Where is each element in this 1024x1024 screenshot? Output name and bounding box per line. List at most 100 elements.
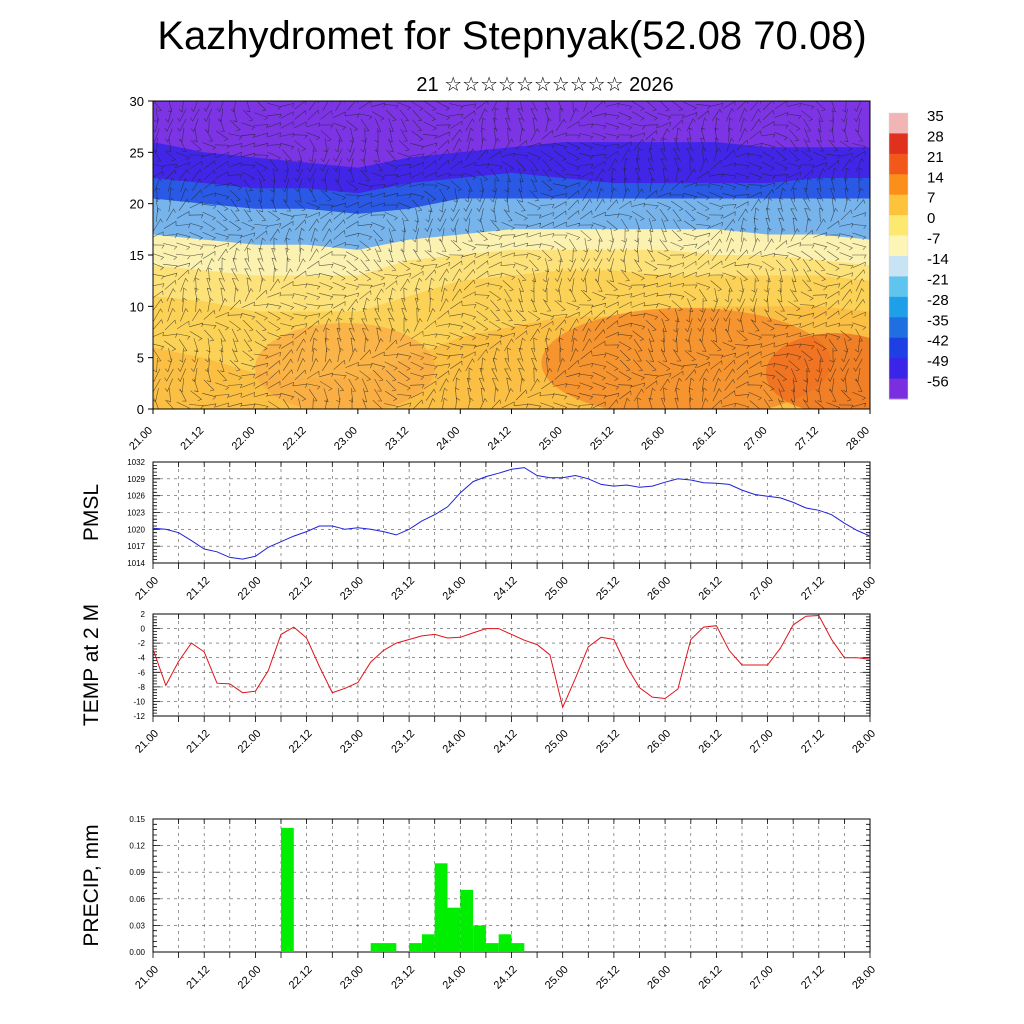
precip-xtick-label: 24.00 [440, 964, 468, 992]
pmsl-xtick-label: 26.00 [645, 575, 673, 603]
colorbar-swatch [889, 317, 908, 339]
precip-bar [383, 943, 397, 952]
colorbar-label: -7 [927, 231, 940, 248]
cs-ytick-label: 25 [130, 145, 144, 160]
cs-ytick-label: 30 [130, 94, 144, 109]
pmsl-xtick-label: 27.12 [799, 575, 827, 603]
pmsl-xtick-label: 21.12 [184, 575, 212, 603]
pmsl-ytick-label: 1029 [127, 475, 145, 484]
pmsl-xtick-label: 26.12 [697, 575, 725, 603]
precip-xtick-label: 26.00 [645, 964, 673, 992]
pmsl-chart: 1032 1029 1026 1023 1020 1017 1014 21.00 21.12 22… [80, 458, 878, 603]
precip-xtick-label: 27.12 [799, 964, 827, 992]
precip-xtick-label: 25.00 [543, 964, 571, 992]
cs-xtick-label: 21.12 [178, 425, 206, 453]
colorbar-swatch [889, 153, 908, 175]
temp-series-line [152, 614, 871, 709]
cs-xtick-label: 28.00 [844, 425, 872, 453]
pmsl-xtick-label: 28.00 [850, 575, 878, 603]
cs-xtick-label: 26.12 [691, 425, 719, 453]
temp-xtick-label: 27.00 [748, 728, 776, 756]
temp-xtick-label: 24.00 [440, 728, 468, 756]
colorbar-swatch [889, 133, 908, 155]
colorbar-label: -56 [927, 374, 949, 391]
pmsl-ylabel: PMSL [80, 484, 103, 541]
colorbar-label: -14 [927, 251, 949, 268]
precip-chart: 0.15 0.12 0.09 0.06 0.03 0.00 21.00 21.12 22.00 2… [80, 815, 878, 992]
temp-ytick-label: -8 [138, 683, 146, 692]
precip-bar [498, 934, 512, 952]
temp-xtick-label: 26.00 [645, 728, 673, 756]
temp-xtick-label: 25.00 [543, 728, 571, 756]
colorbar-label: -28 [927, 292, 949, 309]
colorbar-label: -42 [927, 333, 949, 350]
pmsl-xtick-label: 25.12 [594, 575, 622, 603]
precip-xtick-label: 24.12 [492, 964, 520, 992]
pmsl-frame [152, 461, 871, 564]
colorbar-label: -35 [927, 312, 949, 329]
precip-bar [447, 907, 461, 952]
temp-xtick-label: 23.00 [338, 728, 366, 756]
temp-ytick-label: 2 [141, 610, 146, 619]
temp-ytick-label: 0 [141, 625, 146, 634]
precip-ytick-label: 0.15 [129, 815, 145, 824]
pmsl-ytick-label: 1017 [127, 542, 145, 551]
precip-ytick-label: 0.00 [129, 948, 145, 957]
cs-xtick-label: 27.12 [793, 425, 821, 453]
precip-ylabel: PRECIP, mm [80, 824, 103, 946]
colorbar-label: 7 [927, 190, 935, 207]
precip-ytick-label: 0.12 [129, 842, 145, 851]
cs-xtick-label: 24.00 [434, 425, 462, 453]
precip-xtick-label: 21.00 [133, 964, 161, 992]
precip-ytick-label: 0.09 [129, 868, 145, 877]
colorbar-swatch [889, 276, 908, 298]
pmsl-xtick-label: 22.00 [236, 575, 264, 603]
wind-barbs [153, 101, 867, 409]
temp-xtick-label: 21.12 [184, 728, 212, 756]
temp-xtick-label: 26.12 [697, 728, 725, 756]
pmsl-xtick-label: 23.00 [338, 575, 366, 603]
colorbar-frame [888, 112, 909, 400]
pmsl-xtick-label: 25.00 [543, 575, 571, 603]
temp-xtick-label: 25.12 [594, 728, 622, 756]
precip-bar [460, 889, 474, 952]
precip-xtick-label: 27.00 [748, 964, 776, 992]
colorbar-label: 14 [927, 169, 944, 186]
pmsl-ytick-label: 1014 [127, 559, 145, 568]
pmsl-ytick-label: 1026 [127, 492, 145, 501]
precip-bar [370, 943, 384, 952]
precip-bar [511, 943, 525, 952]
colorbar-label: -49 [927, 353, 949, 370]
temp-xtick-label: 21.00 [133, 728, 161, 756]
temp-xtick-label: 24.12 [492, 728, 520, 756]
colorbar-label: -21 [927, 271, 949, 288]
colorbar-swatch [889, 358, 908, 380]
precip-xtick-label: 23.12 [389, 964, 417, 992]
precip-bar [485, 943, 499, 952]
cs-xtick-label: 21.00 [127, 425, 155, 453]
temp-chart: 2 0 -2 -4 -6 -8 -10 -12 21.00 21.12 22.00 22.12 23.0… [80, 604, 878, 756]
cs-xtick-label: 24.12 [486, 425, 514, 453]
temp-ytick-label: -6 [138, 668, 146, 677]
pmsl-xtick-label: 21.00 [133, 575, 161, 603]
precip-bar [281, 827, 294, 952]
colorbar-swatch [889, 113, 908, 134]
precip-xtick-label: 22.00 [236, 964, 264, 992]
colorbar-label: 35 [927, 108, 944, 125]
precip-xtick-label: 26.12 [697, 964, 725, 992]
temp-xtick-label: 28.00 [850, 728, 878, 756]
precip-bar [409, 943, 422, 952]
precip-xtick-label: 22.12 [287, 964, 315, 992]
colorbar-swatch [889, 378, 908, 400]
temp-xtick-label: 27.12 [799, 728, 827, 756]
pmsl-ytick-label: 1032 [127, 458, 145, 467]
pmsl-xtick-label: 27.00 [748, 575, 776, 603]
precip-bar [473, 925, 486, 952]
colorbar-swatch [889, 194, 908, 216]
precip-xtick-label: 23.00 [338, 964, 366, 992]
cs-ytick-label: 0 [137, 402, 144, 417]
temp-xtick-label: 22.00 [236, 728, 264, 756]
pmsl-xtick-label: 23.12 [389, 575, 417, 603]
cs-xtick-label: 23.12 [383, 425, 411, 453]
